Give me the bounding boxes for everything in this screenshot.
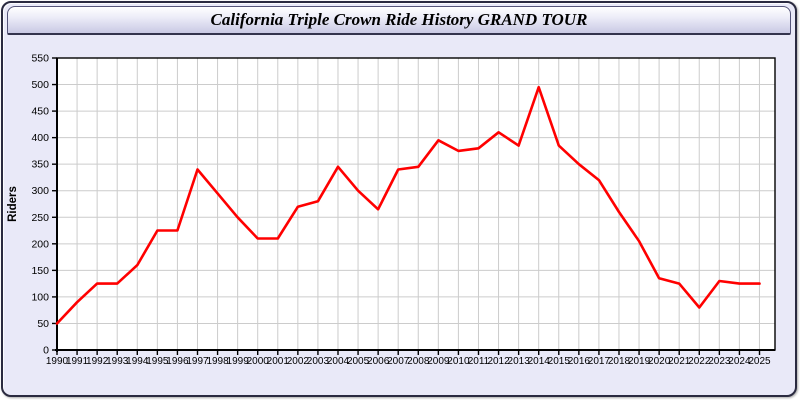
x-tick-label: 2021 bbox=[668, 356, 691, 367]
x-tick-label: 2017 bbox=[588, 356, 611, 367]
x-tick-label: 1990 bbox=[46, 356, 69, 367]
x-tick-label: 1996 bbox=[166, 356, 189, 367]
x-tick-label: 1994 bbox=[126, 356, 149, 367]
y-axis: 0 50 100 150 200 250 300 350 400 450 500 550 bbox=[31, 53, 57, 357]
x-tick-label: 2020 bbox=[648, 356, 671, 367]
x-tick-label: 2011 bbox=[468, 356, 490, 367]
x-tick-label: 2003 bbox=[307, 356, 330, 367]
data-series bbox=[55, 85, 761, 325]
x-tick-label: 2015 bbox=[548, 356, 571, 367]
x-tick-label: 2014 bbox=[528, 356, 551, 367]
y-tick-label: 250 bbox=[31, 212, 49, 224]
y-tick-label: 450 bbox=[31, 106, 49, 118]
chart-title: California Triple Crown Ride History GRA… bbox=[210, 10, 588, 29]
x-tick-label: 1997 bbox=[186, 356, 209, 367]
plot-border bbox=[55, 57, 776, 352]
x-tick-label: 1992 bbox=[86, 356, 109, 367]
y-tick-label: 550 bbox=[31, 53, 49, 65]
x-tick-label: 1999 bbox=[227, 356, 250, 367]
x-tick-label: 2012 bbox=[487, 356, 510, 367]
x-tick-label: 2025 bbox=[748, 356, 771, 367]
y-tick-label: 300 bbox=[31, 185, 49, 197]
y-tick-label: 150 bbox=[31, 265, 49, 277]
y-tick-label: 100 bbox=[31, 291, 49, 303]
x-tick-label: 1993 bbox=[106, 356, 129, 367]
x-tick-label: 2013 bbox=[508, 356, 531, 367]
y-tick-label: 350 bbox=[31, 159, 49, 171]
x-tick-label: 2009 bbox=[427, 356, 450, 367]
x-tick-label: 2007 bbox=[387, 356, 410, 367]
x-tick-label: 2004 bbox=[327, 356, 350, 367]
x-tick-label: 2002 bbox=[287, 356, 310, 367]
x-tick-label: 1998 bbox=[206, 356, 229, 367]
x-tick-label: 1995 bbox=[146, 356, 169, 367]
data-line bbox=[55, 85, 761, 325]
x-tick-label: 2023 bbox=[708, 356, 731, 367]
x-tick-label: 2006 bbox=[367, 356, 390, 367]
window-title-bar: California Triple Crown Ride History GRA… bbox=[7, 6, 791, 35]
x-tick-label: 2010 bbox=[447, 356, 470, 367]
x-axis: 1990199119921993199419951996199719981999… bbox=[46, 350, 771, 367]
plot-area bbox=[57, 58, 775, 350]
y-tick-label: 400 bbox=[31, 132, 49, 144]
x-tick-label: 2022 bbox=[688, 356, 711, 367]
x-tick-label: 2008 bbox=[407, 356, 430, 367]
chart-container: 0 50 100 150 200 250 300 350 400 450 500 550 1990 19… bbox=[3, 3, 795, 395]
y-tick-label: 0 bbox=[43, 345, 49, 357]
y-tick-label: 500 bbox=[31, 79, 49, 91]
x-tick-label: 1991 bbox=[66, 356, 89, 367]
x-tick-label: 2005 bbox=[347, 356, 370, 367]
y-tick-label: 50 bbox=[37, 318, 49, 330]
x-tick-label: 2000 bbox=[247, 356, 270, 367]
x-tick-label: 2018 bbox=[608, 356, 631, 367]
x-tick-label: 2019 bbox=[628, 356, 651, 367]
x-tick-label: 2024 bbox=[728, 356, 751, 367]
gridlines bbox=[57, 58, 775, 350]
y-axis-title: Riders bbox=[7, 186, 19, 222]
x-tick-label: 2016 bbox=[568, 356, 591, 367]
y-tick-label: 200 bbox=[31, 238, 49, 250]
x-tick-label: 2001 bbox=[267, 356, 290, 367]
